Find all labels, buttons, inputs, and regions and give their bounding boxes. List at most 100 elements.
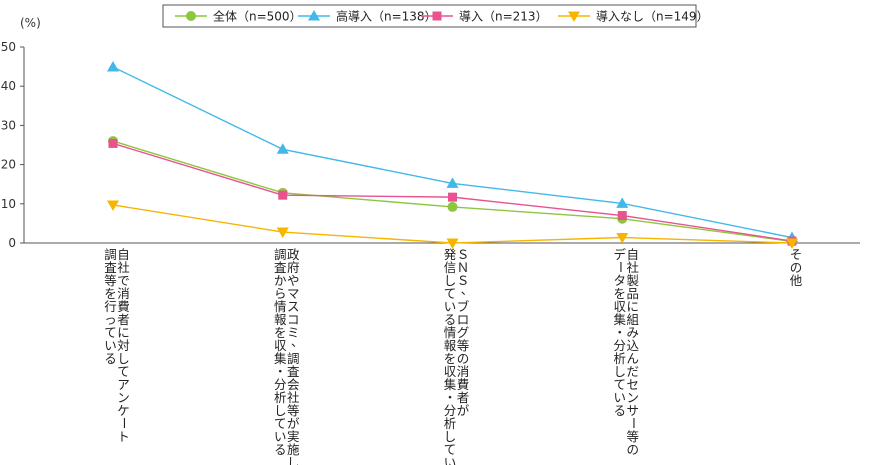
category-label-char: 自 bbox=[117, 247, 130, 262]
category-label-char: 収 bbox=[274, 338, 287, 353]
category-label-char: 社 bbox=[117, 260, 130, 275]
legend-label: 導入なし（n=149） bbox=[596, 10, 709, 24]
category-label-char: に bbox=[117, 325, 130, 340]
category-label-char: ケ bbox=[117, 403, 130, 418]
category-label-char: い bbox=[444, 455, 457, 465]
category-label-char: し bbox=[287, 455, 300, 465]
category-label-char: Ｎ bbox=[457, 260, 470, 275]
category-label-char: 行 bbox=[104, 299, 117, 314]
category-label-char: ス bbox=[287, 299, 300, 314]
category-label-char: ア bbox=[117, 377, 130, 392]
data-point-s3-c2 bbox=[446, 238, 459, 249]
legend: 全体（n=500） 高導入（n=138） 導入（n=213） 導入なし（n=149） bbox=[162, 4, 709, 28]
category-label-char: を bbox=[613, 286, 626, 301]
category-label-char: マ bbox=[287, 286, 300, 301]
category-label-char: し bbox=[274, 403, 287, 418]
category-label-char: を bbox=[274, 325, 287, 340]
category-labels: 自社で消費者に対してアンケート調査等を行っている政府やマスコミ、調査会社等が実施… bbox=[104, 247, 803, 465]
data-point-s2-c0 bbox=[108, 138, 118, 148]
category-label-char: 、 bbox=[461, 282, 474, 297]
data-point-s3-c4 bbox=[786, 238, 798, 249]
series-markers bbox=[107, 60, 798, 249]
category-label-char: そ bbox=[790, 247, 803, 262]
category-label-char: ン bbox=[626, 390, 639, 405]
data-point-s2-c2 bbox=[448, 192, 457, 202]
category-label-char: か bbox=[274, 273, 287, 288]
category-label-char: み bbox=[626, 325, 639, 340]
category-label-char: ・ bbox=[274, 364, 287, 379]
data-point-s1-c2 bbox=[446, 177, 459, 188]
category-label-char: だ bbox=[626, 364, 639, 379]
legend-marker-3 bbox=[568, 11, 580, 22]
category-label-char: ー bbox=[626, 417, 641, 430]
legend-marker-2 bbox=[432, 11, 442, 21]
category-label-char: 等 bbox=[287, 403, 300, 418]
category-label-char: 実 bbox=[287, 429, 300, 444]
category-label-char: 費 bbox=[457, 377, 470, 392]
category-label-char: て bbox=[274, 416, 287, 431]
category-label-char: ミ bbox=[287, 325, 300, 340]
category-label-char: 査 bbox=[274, 260, 287, 275]
category-label-char: ・ bbox=[613, 325, 626, 340]
y-tick-label: 30 bbox=[1, 118, 16, 132]
category-label-char: 他 bbox=[790, 273, 803, 288]
category-label-char: 集 bbox=[444, 377, 457, 392]
category-label-char: い bbox=[444, 299, 457, 314]
category-label-char: て bbox=[117, 364, 130, 379]
data-point-s1-c0 bbox=[107, 60, 119, 72]
category-label-char: 製 bbox=[626, 273, 639, 288]
category-label-char: 集 bbox=[613, 312, 626, 327]
data-point-s0-c2 bbox=[447, 201, 458, 212]
category-label-char: て bbox=[444, 442, 457, 457]
category-label-char: を bbox=[104, 286, 117, 301]
category-label-char: い bbox=[274, 429, 287, 444]
category-label-char: 自 bbox=[626, 247, 639, 262]
data-point-s2-c1 bbox=[278, 190, 288, 200]
y-tick-label: 20 bbox=[1, 158, 16, 172]
category-label-char: い bbox=[613, 390, 626, 405]
category-label-char: っ bbox=[104, 312, 117, 327]
category-label-char: が bbox=[457, 403, 470, 418]
category-label-char: 分 bbox=[444, 403, 457, 418]
category-label-char: の bbox=[626, 442, 639, 457]
category-label-char: 収 bbox=[444, 364, 457, 379]
category-label-char: が bbox=[287, 416, 300, 431]
category-label-char: 調 bbox=[274, 247, 287, 262]
y-tick-label: 50 bbox=[1, 40, 16, 54]
category-label-char: や bbox=[287, 273, 300, 288]
category-label-char: ん bbox=[626, 351, 639, 366]
category-label-char: を bbox=[444, 351, 457, 366]
category-label-char: る bbox=[104, 351, 117, 366]
category-label-char: 等 bbox=[626, 429, 639, 444]
category-label-char: 組 bbox=[626, 312, 639, 327]
category-label-char: の bbox=[457, 351, 470, 366]
data-point-s3-c3 bbox=[616, 233, 629, 244]
category-label-char: 情 bbox=[444, 325, 457, 340]
series-line-2 bbox=[112, 142, 793, 242]
category-label-char: 府 bbox=[287, 260, 300, 275]
category-label-char: 析 bbox=[613, 351, 626, 366]
category-label-char: ー bbox=[613, 261, 628, 274]
category-label-char: 等 bbox=[104, 273, 117, 288]
category-label-char: ・ bbox=[444, 390, 457, 405]
category-label-char: 査 bbox=[287, 364, 300, 379]
category-label-char: ら bbox=[274, 286, 287, 301]
category-label-char: 消 bbox=[117, 286, 130, 301]
category-label-char: グ bbox=[457, 325, 470, 340]
category-label-char: 社 bbox=[287, 390, 300, 405]
y-tick-label: 10 bbox=[1, 197, 16, 211]
legend-label: 高導入（n=138） bbox=[336, 9, 437, 24]
y-tick-label: 40 bbox=[1, 79, 16, 93]
legend-marker-1 bbox=[308, 10, 320, 21]
category-label-char: 分 bbox=[274, 377, 287, 392]
data-point-s2-c3 bbox=[617, 211, 627, 221]
category-label-char: る bbox=[613, 403, 626, 418]
category-label-char: し bbox=[117, 351, 130, 366]
category-label-char: ー bbox=[117, 417, 132, 430]
category-label-char: 対 bbox=[117, 338, 130, 353]
category-label-char: 消 bbox=[457, 364, 470, 379]
